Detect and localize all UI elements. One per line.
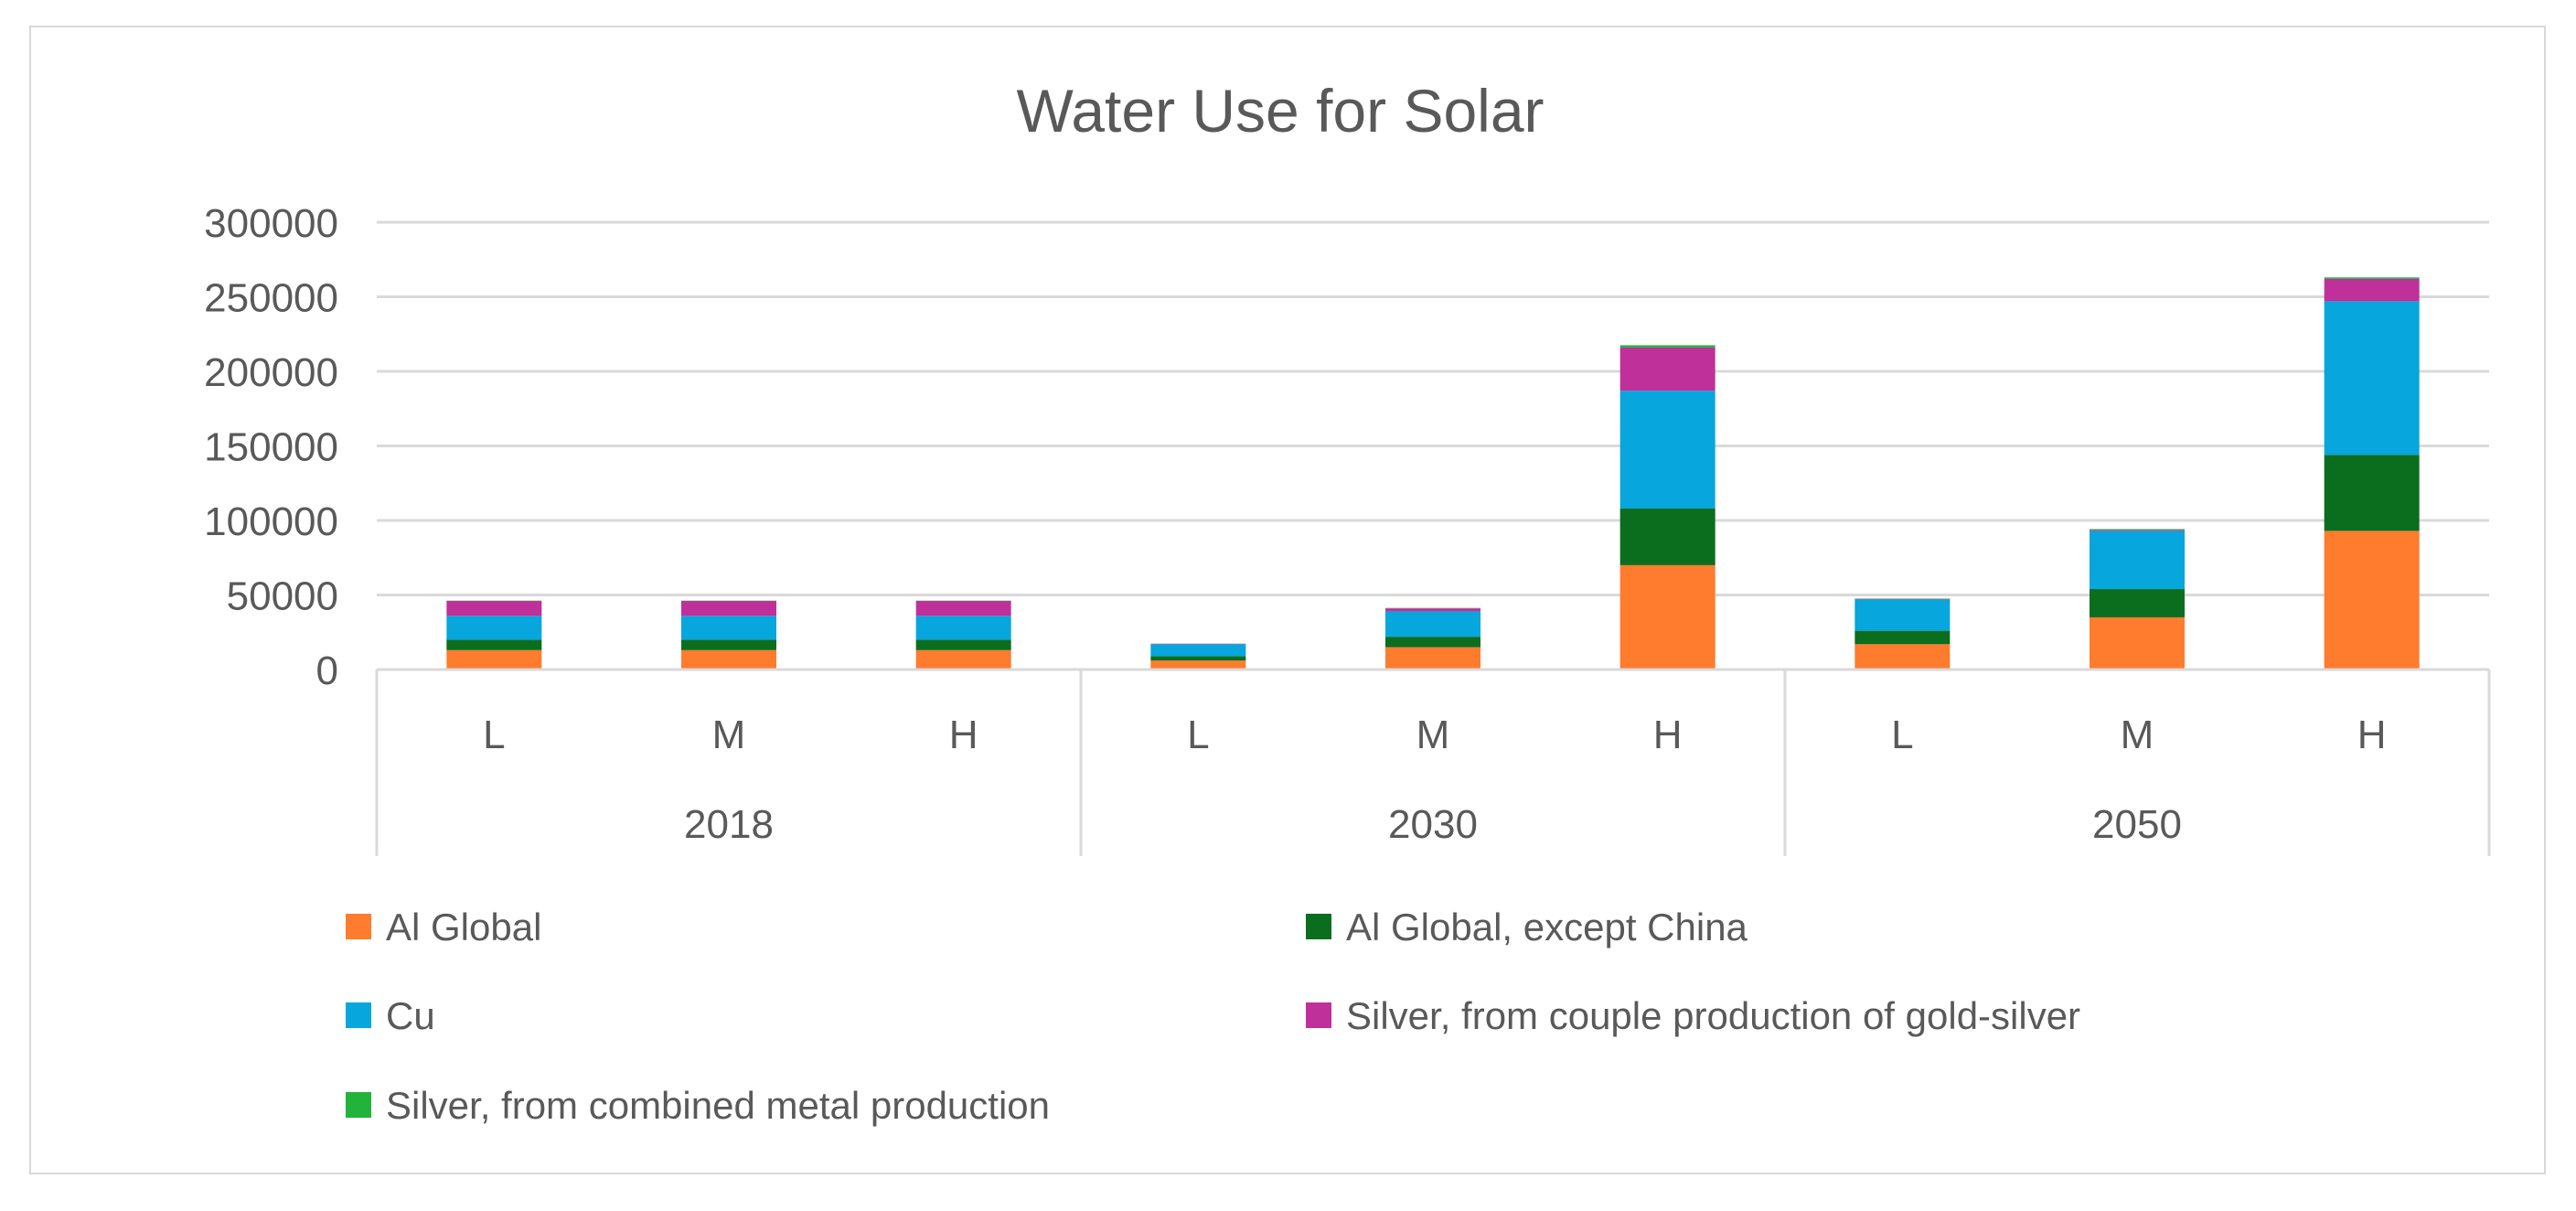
x-tick-label: M <box>2121 713 2154 757</box>
y-axis-tick-labels: 0 50000 100000 150000 200000 250000 300000 <box>204 201 338 693</box>
bar-segment <box>1855 599 1951 631</box>
bar-segment <box>446 639 542 650</box>
bar-segment <box>681 601 776 616</box>
bar-segment <box>1150 644 1246 657</box>
bar-segment <box>446 649 542 670</box>
y-tick-label: 250000 <box>204 276 338 321</box>
bar-segment <box>2324 530 2420 670</box>
bar-segment <box>2324 278 2420 302</box>
legend-swatch <box>346 1092 371 1118</box>
x-tick-label: M <box>712 713 746 757</box>
bar-segment <box>915 639 1011 650</box>
legend-label: Silver, from combined metal production <box>386 1084 1050 1127</box>
y-tick-label: 150000 <box>204 425 338 470</box>
bar-segment <box>2090 616 2185 670</box>
bar-segment <box>915 616 1011 640</box>
legend: Al Global Al Global, except China Cu Silver… <box>346 906 2080 1127</box>
x-tick-label: L <box>1891 713 1913 757</box>
x-group-label: 2050 <box>2092 802 2182 847</box>
legend-swatch <box>346 914 371 939</box>
bar-segment <box>1619 391 1716 509</box>
legend-label: Al Global, except China <box>1346 906 1748 948</box>
x-tick-label: H <box>1653 713 1683 757</box>
x-axis: L M H 2018 L M H 2030 L M H 2050 <box>375 668 2491 856</box>
x-tick-label: L <box>1187 713 1209 757</box>
bar-segment <box>1619 345 1716 348</box>
bar-segment <box>1385 637 1480 648</box>
x-group-label: 2030 <box>1388 802 1478 847</box>
bar-segment <box>2090 530 2185 589</box>
x-tick-label: H <box>949 713 978 757</box>
bar-segment <box>2090 529 2185 530</box>
bar-segment <box>681 639 776 650</box>
legend-swatch <box>1306 1002 1331 1028</box>
bar-segment <box>1385 608 1480 612</box>
y-tick-label: 200000 <box>204 350 338 395</box>
bar-segment <box>2324 301 2420 455</box>
bar-segment <box>1150 660 1246 670</box>
legend-label: Silver, from couple production of gold-s… <box>1346 994 2080 1037</box>
bar-segment <box>681 616 776 640</box>
x-tick-label: M <box>1416 713 1450 757</box>
y-tick-label: 50000 <box>227 574 338 619</box>
legend-swatch <box>346 1002 371 1028</box>
bar-segment <box>1855 630 1951 645</box>
y-tick-label: 300000 <box>204 201 338 246</box>
bar-segment <box>2090 588 2185 617</box>
bar-segment <box>1855 644 1951 670</box>
bar-segment <box>681 649 776 670</box>
bars <box>446 277 2420 670</box>
bar-segment <box>2324 277 2420 279</box>
y-tick-label: 100000 <box>204 499 338 544</box>
legend-label: Al Global <box>386 906 541 948</box>
bar-segment <box>1385 611 1480 638</box>
bar-segment <box>1619 347 1716 391</box>
bar-segment <box>1619 508 1716 565</box>
x-group-label: 2018 <box>684 802 774 847</box>
x-tick-label: H <box>2357 713 2387 757</box>
x-tick-label: L <box>483 713 505 757</box>
chart-title: Water Use for Solar <box>1016 77 1544 145</box>
bar-segment <box>1385 647 1480 670</box>
bar-segment <box>2324 455 2420 531</box>
legend-label: Cu <box>386 994 435 1037</box>
legend-swatch <box>1306 914 1331 939</box>
bar-segment <box>915 649 1011 670</box>
bar-segment <box>446 601 542 616</box>
bar-segment <box>1619 564 1716 670</box>
bar-segment <box>1150 656 1246 661</box>
bar-segment <box>915 601 1011 616</box>
y-tick-label: 0 <box>316 648 338 693</box>
bar-segment <box>446 616 542 640</box>
